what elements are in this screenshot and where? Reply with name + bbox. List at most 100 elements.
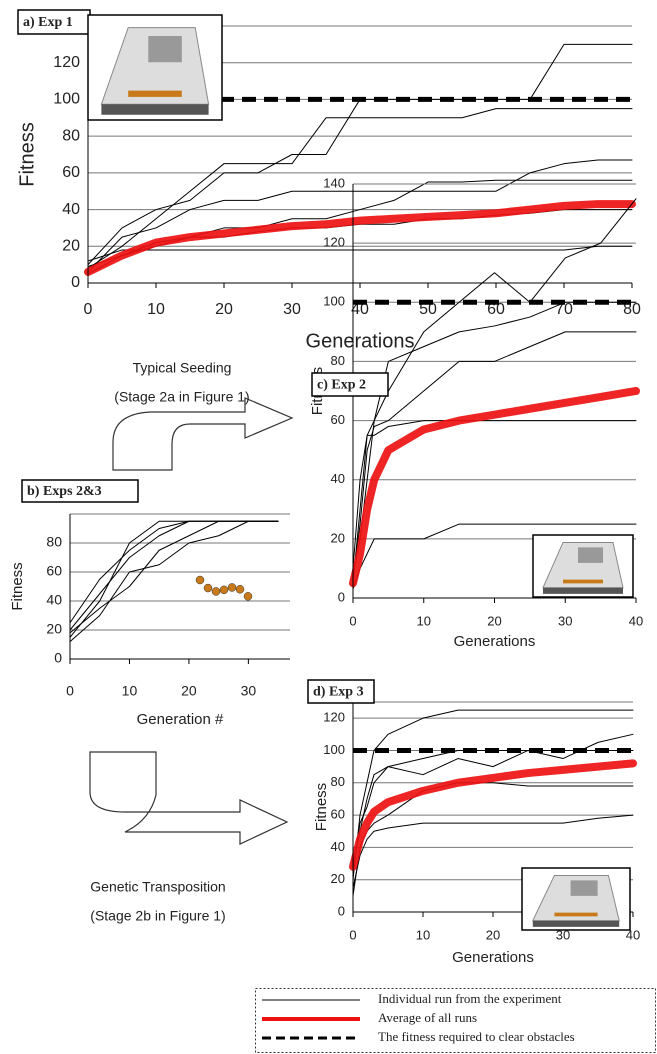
y-tick-label: 0 — [71, 274, 80, 291]
transposition-arrow — [89, 751, 289, 845]
legend-label: Average of all runs — [378, 1010, 477, 1025]
x-tick-label: 40 — [626, 927, 640, 942]
title-box — [311, 372, 389, 397]
y-tick-label: 60 — [331, 412, 345, 427]
y-tick-label: 120 — [323, 235, 345, 250]
inset-wall — [543, 587, 623, 594]
run-line — [87, 159, 633, 273]
run-line — [352, 198, 637, 569]
inset-robot — [563, 579, 603, 584]
run-line — [87, 179, 633, 275]
inset-obstacles — [570, 880, 598, 896]
x-tick-label: 70 — [555, 301, 573, 318]
title-box — [17, 9, 91, 35]
y-tick-label: 0 — [338, 589, 345, 604]
title-box — [21, 479, 139, 503]
y-tick-label: 80 — [331, 774, 345, 789]
y-tick-label: 60 — [331, 807, 345, 822]
chart-title: a) Exp 1 — [23, 15, 73, 30]
y-tick-label: 80 — [331, 353, 345, 368]
x-tick-label: 30 — [556, 927, 570, 942]
x-tick-label: 20 — [215, 301, 233, 318]
x-tick-label: 20 — [486, 927, 500, 942]
inset-robot — [128, 90, 182, 97]
inset-obstacles — [578, 547, 603, 563]
y-tick-label: 140 — [323, 175, 345, 190]
y-tick-label: 20 — [62, 238, 80, 255]
inset-robot — [203, 583, 213, 593]
inset-robot — [554, 912, 598, 917]
chart-title: b) Exps 2&3 — [27, 484, 102, 499]
inset-robot — [227, 583, 237, 592]
x-tick-label: 30 — [283, 301, 301, 318]
average-line — [349, 759, 637, 871]
x-axis-label: Generation # — [137, 711, 224, 728]
run-line — [352, 301, 637, 575]
run-line — [69, 520, 279, 638]
y-tick-label: 40 — [62, 201, 80, 218]
y-tick-label: 60 — [62, 164, 80, 181]
inset-robot — [243, 592, 253, 601]
run-line — [87, 245, 633, 262]
legend-label: The fitness required to clear obstacles — [378, 1029, 575, 1044]
y-tick-label: 40 — [331, 839, 345, 854]
annotation: Typical Seeding — [133, 360, 232, 376]
x-axis-label: Generations — [306, 330, 415, 352]
annotation: Genetic Transposition — [90, 879, 225, 895]
run-line — [352, 420, 637, 584]
chart-title: c) Exp 2 — [317, 378, 366, 393]
run-line — [69, 520, 279, 643]
y-tick-label: 0 — [54, 650, 62, 666]
x-tick-label: 0 — [349, 927, 356, 942]
annotation: (Stage 2a in Figure 1) — [114, 389, 249, 405]
y-tick-label: 20 — [46, 621, 62, 637]
run-line — [69, 520, 279, 634]
y-tick-label: 40 — [46, 592, 62, 608]
y-axis-label: Fitness — [313, 783, 330, 831]
x-tick-label: 20 — [487, 613, 501, 628]
annotation: (Stage 2b in Figure 1) — [90, 908, 225, 924]
y-tick-label: 20 — [331, 871, 345, 886]
y-tick-label: 40 — [331, 471, 345, 486]
x-tick-label: 10 — [147, 301, 165, 318]
y-tick-label: 100 — [323, 294, 345, 309]
x-tick-label: 10 — [417, 613, 431, 628]
x-tick-label: 0 — [349, 613, 356, 628]
run-line — [352, 749, 634, 865]
x-tick-label: 40 — [351, 301, 369, 318]
inset-wall — [101, 104, 209, 115]
inset-wall — [532, 920, 620, 927]
x-axis-label: Generations — [454, 633, 536, 650]
y-axis-label: Fitness — [9, 562, 26, 610]
x-tick-label: 40 — [629, 613, 643, 628]
run-line — [352, 814, 634, 889]
x-tick-label: 0 — [66, 683, 74, 699]
inset-robot — [219, 585, 229, 595]
legend-label: Individual run from the experiment — [378, 991, 562, 1006]
y-tick-label: 100 — [323, 742, 345, 757]
y-tick-label: 20 — [331, 530, 345, 545]
run-line — [352, 709, 634, 881]
x-tick-label: 0 — [84, 301, 93, 318]
inset-obstacles — [148, 36, 182, 63]
y-tick-label: 80 — [46, 534, 62, 550]
title-box — [307, 679, 375, 704]
inset-robot — [195, 575, 205, 585]
run-line — [87, 108, 633, 269]
x-tick-label: 80 — [623, 301, 641, 318]
inset-robot — [211, 587, 221, 596]
x-tick-label: 50 — [419, 301, 437, 318]
x-tick-label: 10 — [416, 927, 430, 942]
run-line — [352, 733, 634, 873]
run-line — [352, 331, 637, 581]
x-tick-label: 30 — [558, 613, 572, 628]
y-tick-label: 100 — [53, 91, 80, 108]
x-axis-label: Generations — [452, 949, 534, 966]
seeding-arrow — [112, 397, 294, 471]
inset-robot — [235, 584, 245, 594]
average-line — [84, 200, 636, 276]
y-tick-label: 60 — [46, 563, 62, 579]
run-line — [352, 523, 637, 590]
